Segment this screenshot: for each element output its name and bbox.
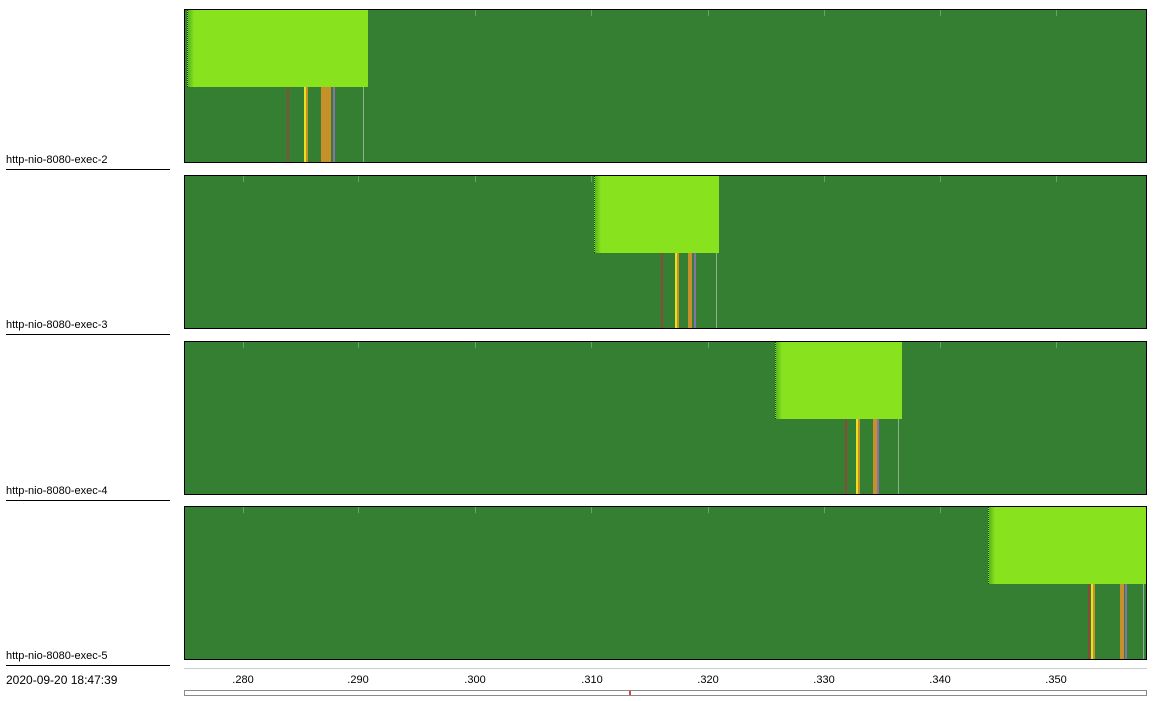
grid-line bbox=[591, 10, 592, 16]
tick-label: .350 bbox=[1045, 674, 1067, 686]
tick-label: .320 bbox=[697, 674, 719, 686]
grid-line bbox=[243, 176, 244, 182]
event-marker[interactable] bbox=[287, 87, 289, 162]
grid-line bbox=[940, 342, 941, 348]
event-marker[interactable] bbox=[694, 253, 696, 328]
grid-line bbox=[708, 507, 709, 513]
grid-line bbox=[243, 507, 244, 513]
event-marker[interactable] bbox=[677, 253, 679, 328]
event-marker[interactable] bbox=[661, 253, 663, 328]
activity-burst[interactable] bbox=[187, 10, 368, 87]
event-marker[interactable] bbox=[898, 419, 899, 494]
event-marker[interactable] bbox=[688, 253, 692, 328]
grid-line bbox=[358, 507, 359, 513]
grid-line bbox=[824, 176, 825, 182]
event-marker[interactable] bbox=[1093, 584, 1095, 659]
thread-lane[interactable] bbox=[184, 506, 1147, 660]
grid-line bbox=[591, 176, 592, 182]
event-marker[interactable] bbox=[1120, 584, 1124, 659]
grid-line bbox=[940, 10, 941, 16]
event-marker[interactable] bbox=[856, 419, 858, 494]
thread-lane[interactable] bbox=[184, 9, 1147, 163]
grid-line bbox=[1056, 342, 1057, 348]
tick-label: .310 bbox=[581, 674, 603, 686]
thread-lane[interactable] bbox=[184, 175, 1147, 329]
event-marker[interactable] bbox=[675, 253, 677, 328]
thread-label: http-nio-8080-exec-2 bbox=[6, 153, 170, 170]
grid-line bbox=[591, 342, 592, 348]
thread-label: http-nio-8080-exec-5 bbox=[6, 649, 170, 666]
grid-line bbox=[475, 507, 476, 513]
grid-line bbox=[708, 10, 709, 16]
tick-label: .300 bbox=[464, 674, 486, 686]
event-marker[interactable] bbox=[1088, 584, 1090, 659]
tick-label: .340 bbox=[929, 674, 951, 686]
event-marker[interactable] bbox=[858, 419, 860, 494]
grid-line bbox=[1056, 176, 1057, 182]
event-marker[interactable] bbox=[1143, 584, 1144, 659]
tick-label: .290 bbox=[347, 674, 369, 686]
event-marker[interactable] bbox=[333, 87, 335, 162]
event-marker[interactable] bbox=[716, 253, 717, 328]
grid-line bbox=[940, 507, 941, 513]
grid-line bbox=[708, 342, 709, 348]
grid-line bbox=[1056, 10, 1057, 16]
activity-burst[interactable] bbox=[775, 342, 902, 419]
event-marker[interactable] bbox=[321, 87, 331, 162]
time-axis bbox=[184, 668, 1147, 669]
grid-line bbox=[358, 342, 359, 348]
event-marker[interactable] bbox=[877, 419, 879, 494]
activity-burst[interactable] bbox=[594, 176, 719, 253]
event-marker[interactable] bbox=[306, 87, 308, 162]
timeline-scrollbar[interactable] bbox=[184, 690, 1147, 696]
event-marker[interactable] bbox=[304, 87, 306, 162]
scrollbar-thumb[interactable] bbox=[629, 691, 631, 695]
event-marker[interactable] bbox=[873, 419, 877, 494]
event-marker[interactable] bbox=[845, 419, 847, 494]
grid-line bbox=[824, 10, 825, 16]
thread-label: http-nio-8080-exec-4 bbox=[6, 484, 170, 501]
grid-line bbox=[591, 507, 592, 513]
tick-label: .280 bbox=[232, 674, 254, 686]
event-marker[interactable] bbox=[363, 87, 364, 162]
grid-line bbox=[824, 507, 825, 513]
grid-line bbox=[940, 176, 941, 182]
grid-line bbox=[475, 342, 476, 348]
tick-label: .330 bbox=[813, 674, 835, 686]
event-marker[interactable] bbox=[1125, 584, 1127, 659]
grid-line bbox=[358, 176, 359, 182]
event-marker[interactable] bbox=[1091, 584, 1093, 659]
timeline-timestamp: 2020-09-20 18:47:39 bbox=[6, 673, 118, 687]
grid-line bbox=[475, 10, 476, 16]
thread-lane[interactable] bbox=[184, 341, 1147, 495]
grid-line bbox=[475, 176, 476, 182]
thread-label: http-nio-8080-exec-3 bbox=[6, 318, 170, 335]
activity-burst[interactable] bbox=[988, 507, 1146, 584]
grid-line bbox=[243, 342, 244, 348]
